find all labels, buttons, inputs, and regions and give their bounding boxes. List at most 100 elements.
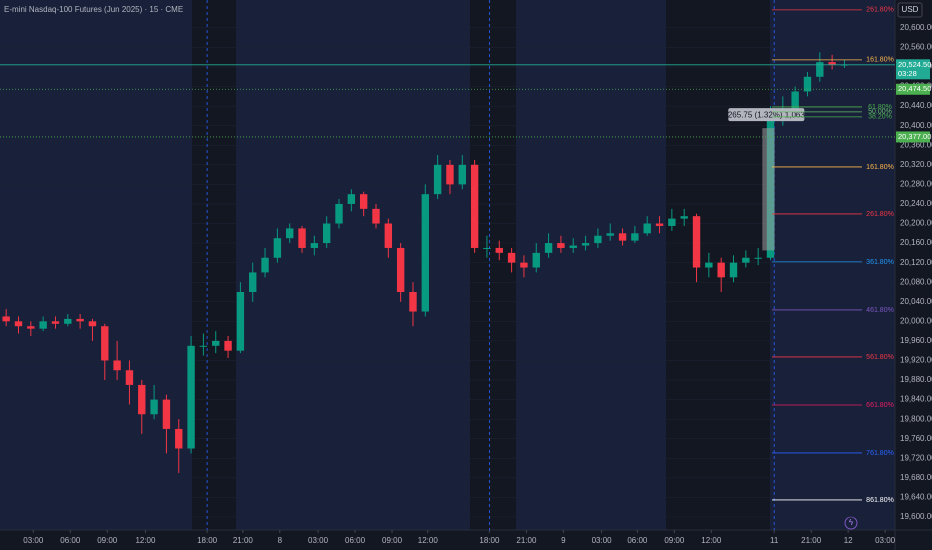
measure-label: 265.75 (1.32%) 1,063 <box>728 110 805 119</box>
candle-body <box>544 243 553 253</box>
alert-icon[interactable]: ϟ <box>849 518 854 527</box>
candle-body <box>668 218 676 226</box>
countdown: 03:28 <box>898 69 917 78</box>
candle-body <box>322 223 331 244</box>
session-band <box>770 0 895 530</box>
currency-box[interactable] <box>897 2 923 18</box>
candle-body <box>581 243 590 246</box>
x-tick-label: 12:00 <box>418 536 439 545</box>
candle-body <box>483 247 491 249</box>
fib-label: 161.80% <box>866 164 894 171</box>
candle-body <box>138 384 146 415</box>
fib-label: 261.80% <box>866 7 894 14</box>
candle-body <box>273 238 282 258</box>
session-band <box>236 0 470 530</box>
session-band <box>0 0 192 530</box>
x-tick-label: 09:00 <box>97 536 118 545</box>
candle-body <box>286 228 294 239</box>
fib-label: 561.80% <box>866 354 894 361</box>
x-tick-label: 06:00 <box>627 536 648 545</box>
candle-body <box>125 370 134 385</box>
x-tick-label: 12:00 <box>135 536 156 545</box>
x-tick-label: 21:00 <box>516 536 537 545</box>
y-tick-label: 20,600.00 <box>900 23 932 32</box>
candle-body <box>433 164 442 195</box>
y-tick-label: 20,160.00 <box>900 238 932 247</box>
x-tick-label: 11 <box>770 536 779 545</box>
candle-body <box>113 360 121 371</box>
y-tick-label: 20,400.00 <box>900 121 932 130</box>
y-tick-label: 20,040.00 <box>900 297 932 306</box>
y-tick-label: 20,200.00 <box>900 219 932 228</box>
x-tick-label: 9 <box>561 536 566 545</box>
candle-body <box>224 340 232 351</box>
y-tick-label: 19,920.00 <box>900 356 932 365</box>
candle-body <box>249 272 257 292</box>
x-tick-label: 09:00 <box>382 536 403 545</box>
candle-body <box>643 223 651 234</box>
fib-label: 461.80% <box>866 307 894 314</box>
measure-box <box>762 128 775 251</box>
candle-body <box>557 243 565 248</box>
fib-label: 661.80% <box>866 402 894 409</box>
candle-body <box>335 203 343 224</box>
candle-body <box>396 247 405 292</box>
candle-body <box>532 252 540 268</box>
measure-label-box <box>728 108 805 122</box>
x-tick-label: 8 <box>278 536 283 545</box>
price-label-box <box>896 83 930 95</box>
price-label: 20,524.50 <box>898 60 931 69</box>
candle-body <box>754 257 762 259</box>
candle-body <box>446 164 454 185</box>
x-tick-label: 12 <box>844 536 853 545</box>
candle-body <box>298 228 306 248</box>
fib-label: 761.80% <box>866 450 894 457</box>
y-tick-label: 19,840.00 <box>900 395 932 404</box>
y-tick-label: 20,000.00 <box>900 316 932 325</box>
y-tick-label: 20,080.00 <box>900 277 932 286</box>
sessions <box>0 0 895 530</box>
y-tick-label: 20,440.00 <box>900 101 932 110</box>
candle-body <box>507 252 516 263</box>
candle-body <box>729 262 738 278</box>
x-tick-label: 03:00 <box>592 536 613 545</box>
currency[interactable]: USD <box>902 5 919 14</box>
candle-body <box>816 62 824 77</box>
candle-body <box>101 326 109 361</box>
y-tick-label: 19,760.00 <box>900 434 932 443</box>
candle-body <box>742 257 750 263</box>
x-tick-label: 21:00 <box>233 536 254 545</box>
candle-body <box>14 321 23 327</box>
y-tick-label: 20,120.00 <box>900 258 932 267</box>
x-tick-label: 03:00 <box>23 536 44 545</box>
candle-body <box>520 262 528 268</box>
candle-body <box>692 216 701 268</box>
y-tick-label: 20,320.00 <box>900 160 932 169</box>
candle-body <box>717 262 725 278</box>
fib-label: 861.80% <box>866 497 894 504</box>
y-tick-label: 19,960.00 <box>900 336 932 345</box>
candle-body <box>384 223 393 248</box>
x-tick-label: 09:00 <box>664 536 685 545</box>
candle-body <box>359 194 368 209</box>
fib-label: 261.80% <box>866 211 894 218</box>
candle-body <box>495 247 503 253</box>
candle-body <box>458 164 466 185</box>
candle-body <box>409 291 417 312</box>
candle-body <box>470 164 479 248</box>
session-band <box>516 0 666 530</box>
candle-body <box>76 318 84 322</box>
candle-body <box>261 257 269 273</box>
x-tick-label: 21:00 <box>801 536 822 545</box>
candle-body <box>421 194 430 312</box>
price-label-box <box>896 131 930 143</box>
candle-body <box>828 62 836 65</box>
price-label: 20,377.00 <box>898 132 931 141</box>
candle-body <box>64 318 72 324</box>
x-tick-label: 18:00 <box>479 536 500 545</box>
chart-title: E-mini Nasdaq-100 Futures (Jun 2025) · 1… <box>4 5 183 14</box>
candle-body <box>150 399 158 415</box>
candle-body <box>569 245 577 248</box>
candle-body <box>594 235 602 244</box>
candle-body <box>606 233 614 236</box>
